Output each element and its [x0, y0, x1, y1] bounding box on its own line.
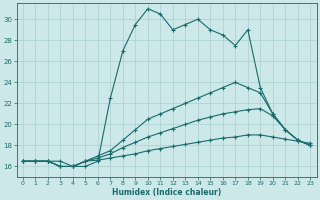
X-axis label: Humidex (Indice chaleur): Humidex (Indice chaleur): [112, 188, 221, 197]
